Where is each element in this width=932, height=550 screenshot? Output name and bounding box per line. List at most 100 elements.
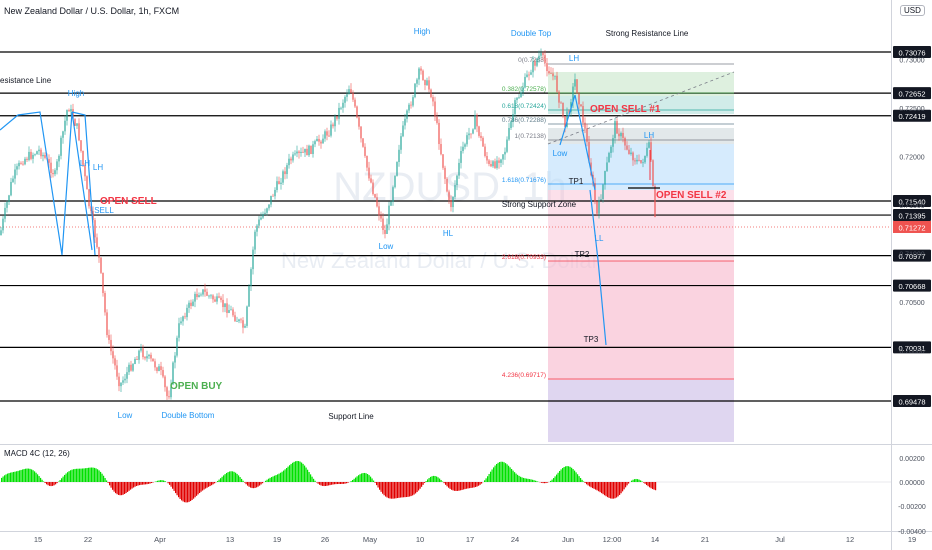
candle-body (216, 296, 218, 302)
candle-body (340, 107, 342, 109)
annotation-label: HL (443, 229, 454, 238)
macd-bar (41, 479, 43, 482)
macd-bar (376, 482, 378, 486)
candle-body (30, 151, 32, 159)
macd-bar (46, 482, 48, 485)
candle-body (230, 309, 232, 311)
candle-body (584, 122, 586, 129)
macd-histogram (0, 460, 891, 503)
macd-bar (128, 482, 130, 491)
candle-body (562, 102, 564, 117)
macd-bar (554, 476, 556, 482)
macd-bar (647, 482, 649, 487)
macd-bar (113, 482, 115, 492)
level-price-tag (893, 194, 931, 207)
macd-bar (29, 468, 31, 482)
macd-bar (164, 481, 166, 482)
candle-body (548, 71, 550, 74)
macd-bar (106, 480, 108, 482)
macd-bar (200, 482, 202, 492)
candle-body (198, 295, 200, 298)
macd-bar (130, 482, 132, 490)
candle-body (400, 136, 402, 150)
macd-bar (334, 482, 336, 485)
candle-body (44, 154, 46, 158)
candle-body (204, 289, 206, 292)
macd-bar (259, 482, 261, 486)
candle-body (124, 378, 126, 381)
macd-bar (542, 482, 544, 484)
annotation-label: High (68, 89, 84, 98)
candle-body (240, 319, 242, 321)
macd-bar (457, 482, 459, 491)
candle-body (228, 310, 230, 313)
currency-badge[interactable]: USD (900, 5, 925, 16)
candle-body (490, 164, 492, 167)
candle-body (4, 207, 6, 219)
candle-body (70, 109, 72, 112)
candle-body (82, 150, 84, 165)
macd-bar (298, 461, 300, 482)
macd-bar (25, 468, 27, 482)
macd-bar (275, 475, 277, 482)
time-axis[interactable]: 15 22 Apr 13 19 26 May 10 17 24 Jun 12:00 14 21 Jul 12 1… (34, 535, 916, 544)
price-axis[interactable]: 0.73076 0.72652 0.72419 0.71540 0.71395 0.709… (893, 46, 931, 536)
candle-body (20, 162, 22, 164)
macd-bar (553, 478, 555, 482)
level-price-label: 0.72419 (898, 112, 925, 121)
macd-bar (395, 482, 397, 499)
macd-bar (202, 482, 204, 491)
macd-bar (137, 482, 139, 486)
macd-bar (299, 461, 301, 482)
macd-bar (328, 482, 330, 486)
macd-bar (56, 482, 58, 484)
macd-bar (505, 463, 507, 482)
macd-bar (593, 482, 595, 489)
candle-body (268, 204, 270, 209)
candle-body (220, 297, 222, 300)
candle-body (148, 354, 150, 357)
macd-bar (176, 482, 178, 496)
macd-bar (400, 482, 402, 498)
macd-bar (170, 482, 172, 487)
price-tick-label: 0.72000 (899, 154, 924, 161)
candle-body (418, 68, 420, 80)
macd-bar (158, 480, 160, 482)
macd-bar (503, 462, 505, 482)
macd-bar (379, 482, 381, 490)
candle-body (286, 165, 288, 175)
candle-body (260, 217, 262, 220)
candle-body (140, 348, 142, 351)
candle-body (34, 154, 36, 156)
candle-body (560, 102, 562, 104)
candle-body (78, 123, 80, 141)
macd-bar (283, 470, 285, 482)
candle-body (480, 135, 482, 138)
candle-body (614, 121, 616, 139)
fib-zone-blue (548, 144, 734, 190)
macd-bar (26, 468, 28, 482)
candle-body (250, 269, 252, 287)
candle-body (388, 205, 390, 225)
projection-paths (0, 94, 660, 346)
macd-bar (221, 476, 223, 482)
macd-bar (446, 482, 448, 487)
macd-bar (37, 474, 39, 482)
macd-bar (331, 482, 333, 485)
candle-body (68, 110, 70, 112)
price-tick-label: 0.71000 (899, 251, 924, 258)
macd-bar (34, 471, 36, 482)
macd-bar (175, 482, 177, 494)
candle-body (364, 146, 366, 156)
candle-body (178, 323, 180, 338)
annotation-label: Double Top (511, 29, 552, 38)
macd-bar (59, 479, 61, 482)
macd-bar (566, 466, 568, 482)
candle-body (382, 218, 384, 231)
candle-body (38, 149, 40, 152)
macd-bar (526, 478, 528, 482)
macd-bar (463, 482, 465, 490)
macd-bar (35, 472, 37, 482)
macd-bar (55, 482, 57, 485)
